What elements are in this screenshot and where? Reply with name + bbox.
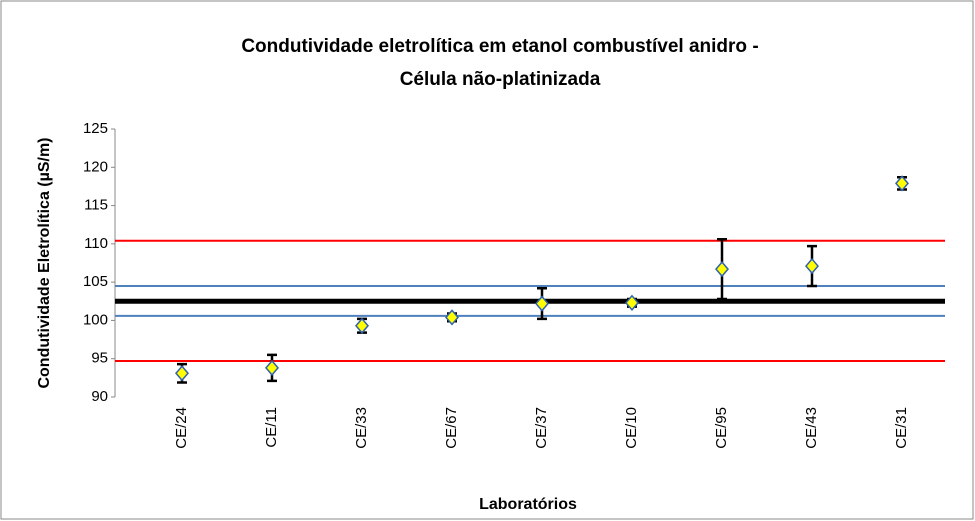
marker <box>535 295 549 312</box>
y-tick-label: 90 <box>91 388 108 405</box>
y-axis-title: Condutividade Eletrolítica (µS/m) <box>36 137 53 388</box>
x-tick-label: CE/10 <box>623 407 640 449</box>
x-tick-label: CE/37 <box>533 407 550 449</box>
x-tick-label: CE/11 <box>263 407 280 448</box>
marker <box>175 365 189 382</box>
x-tick-label: CE/43 <box>803 407 820 449</box>
y-tick-label: 95 <box>91 350 108 367</box>
x-tick-label: CE/33 <box>353 407 370 449</box>
chart-title: Condutividade eletrolítica em etanol com… <box>241 36 758 57</box>
x-tick-label: CE/24 <box>173 407 190 449</box>
x-tick-label: CE/31 <box>893 407 910 449</box>
chart-title: Célula não-platinizada <box>400 69 601 90</box>
marker <box>805 257 819 275</box>
y-tick-label: 125 <box>83 120 108 137</box>
y-tick-label: 115 <box>84 197 108 214</box>
marker <box>715 260 729 278</box>
marker <box>895 175 909 192</box>
y-tick-label: 100 <box>83 311 108 328</box>
marker <box>265 359 279 377</box>
y-tick-label: 110 <box>84 235 108 252</box>
marker <box>625 294 639 311</box>
y-tick-label: 120 <box>83 158 108 175</box>
marker <box>355 317 369 334</box>
y-tick-label: 105 <box>83 273 108 290</box>
x-axis-title: Laboratórios <box>479 496 577 513</box>
x-tick-label: CE/67 <box>443 407 460 449</box>
marker <box>445 309 459 326</box>
x-tick-label: CE/95 <box>713 407 730 449</box>
